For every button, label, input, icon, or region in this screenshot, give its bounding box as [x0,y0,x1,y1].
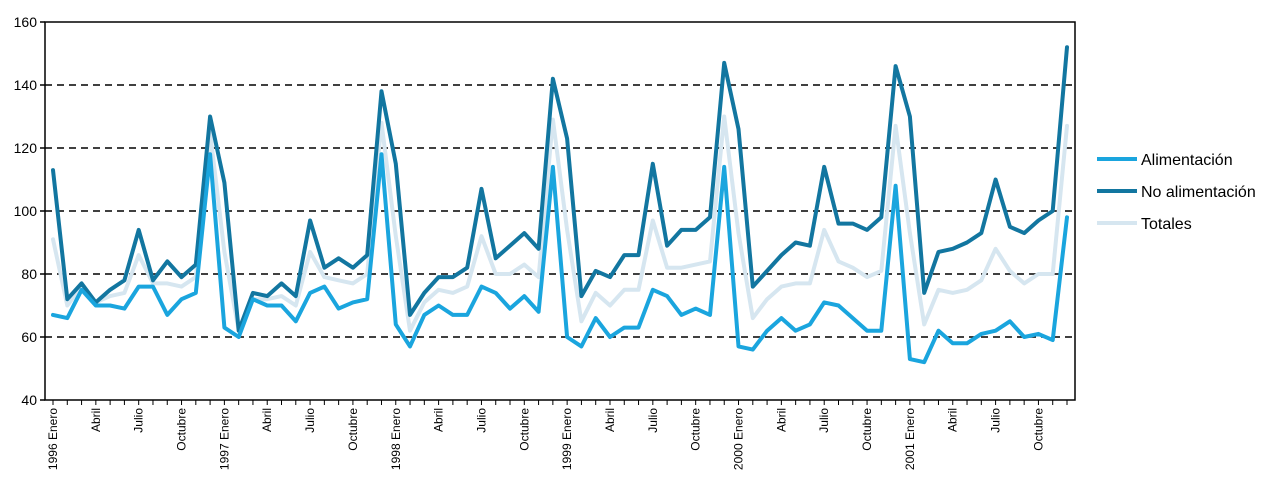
series-line-3 [51,114,1069,333]
x-tick-label: Julio [989,408,1003,433]
x-tick-label: Abril [89,408,103,432]
series-layer [51,45,1069,365]
x-tick-label: 1997 Enero [217,408,231,470]
x-tick-label: 1998 Enero [389,408,403,470]
x-tick-label: Julio [646,408,660,433]
x-axis-ticks: 1996 Enero Abril Julio Octubre 1997 Enero Abr… [46,400,1068,470]
x-tick-label: Julio [132,408,146,433]
y-tick-label: 100 [14,203,38,219]
y-tick-label: 140 [14,77,38,93]
x-tick-label: Octubre [346,408,360,451]
x-tick-label: Julio [817,408,831,433]
y-tick-label: 60 [21,329,37,345]
x-tick-label: Octubre [517,408,531,451]
x-tick-label: Julio [303,408,317,433]
legend-label-1: Alimentación [1141,152,1233,169]
x-tick-label: Abril [260,408,274,432]
x-tick-label: 2001 Enero [903,408,917,470]
x-tick-label: Julio [474,408,488,433]
legend-label-2: No alimentación [1141,184,1256,201]
y-axis-ticks: 40 60 80 100 120 140 160 [14,14,45,408]
series-line-1 [51,152,1069,365]
legend: Alimentación No alimentación Totales [1097,152,1256,233]
x-tick-label: Octubre [175,408,189,451]
x-tick-label: Abril [432,408,446,432]
x-tick-label: Octubre [860,408,874,451]
y-tick-label: 160 [14,14,38,30]
y-tick-label: 40 [21,392,37,408]
x-tick-label: Abril [946,408,960,432]
series-line-2 [51,45,1069,333]
x-tick-label: Octubre [1031,408,1045,451]
x-tick-label: 1999 Enero [560,408,574,470]
x-tick-label: Octubre [689,408,703,451]
y-tick-label: 120 [14,140,38,156]
x-tick-label: 1996 Enero [46,408,60,470]
legend-label-3: Totales [1141,216,1192,233]
x-tick-label: 2000 Enero [732,408,746,470]
x-tick-label: Abril [774,408,788,432]
x-tick-label: Abril [603,408,617,432]
y-tick-label: 80 [21,266,37,282]
